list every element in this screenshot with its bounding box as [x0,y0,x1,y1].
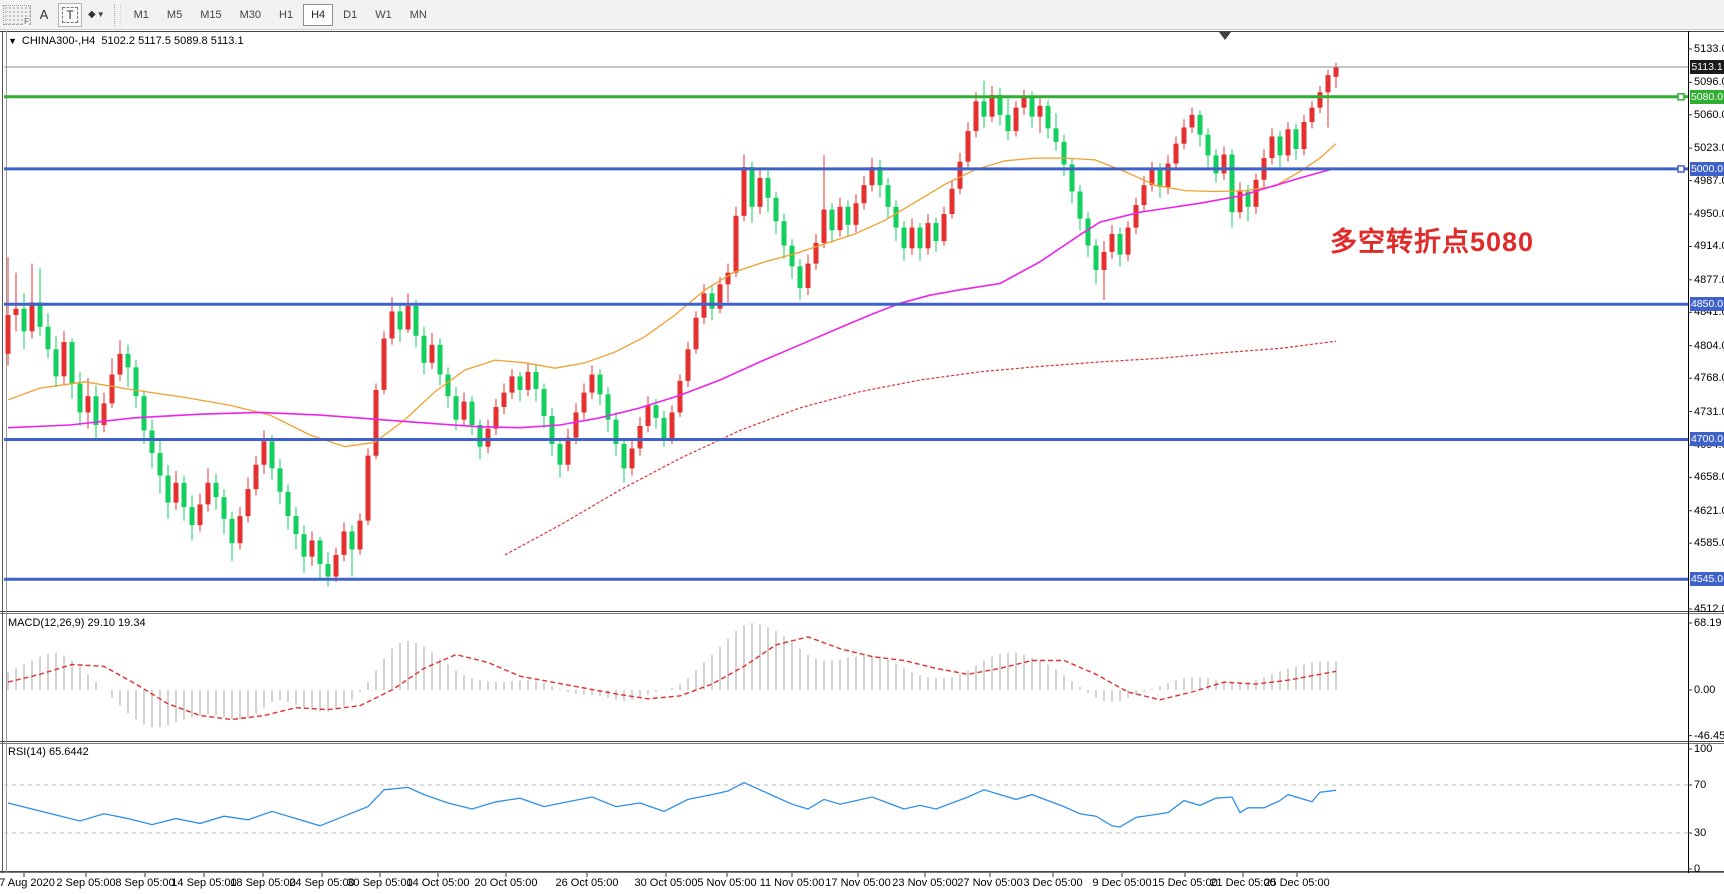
time-tick-label: 9 Dec 05:00 [1092,877,1152,889]
quote-bar: ▼ CHINA300-,H4 5102.2 5117.5 5089.8 5113.… [8,35,244,47]
time-tick-label: 27 Nov 05:00 [957,877,1023,889]
price-tick-label: 4768.0 [1694,372,1724,385]
price-tick-label: 4731.0 [1694,405,1724,418]
chart-canvas[interactable] [0,31,1724,894]
time-tick-label: 21 Dec 05:00 [1210,877,1276,889]
price-tick-label: 4877.0 [1694,273,1724,286]
timeframe-d1-button[interactable]: D1 [335,4,365,26]
time-tick-label: 2 Sep 05:00 [56,877,116,889]
timeframe-m1-button[interactable]: M1 [126,4,157,26]
chevron-down-icon: ▼ [96,10,105,19]
timeframe-w1-button[interactable]: W1 [367,4,400,26]
quote-open: 5102.2 [101,35,136,47]
time-tick-label: 25 Dec 05:00 [1264,877,1330,889]
time-tick-label: 30 Sep 05:00 [347,877,413,889]
price-tick-label: 5133.0 [1694,43,1724,55]
time-tick-label: 17 Nov 05:00 [825,877,891,889]
time-tick-label: 18 Sep 05:00 [230,877,296,889]
symbol-label: CHINA300-,H4 [21,35,96,47]
time-tick-label: 24 Sep 05:00 [289,877,355,889]
time-tick-label: 14 Sep 05:00 [171,877,237,889]
price-tick-label: 4914.0 [1694,240,1724,253]
timeframe-h4-button[interactable]: H4 [303,3,334,26]
timeframe-mn-button[interactable]: MN [402,4,435,26]
chart-annotation-text[interactable]: 多空转折点5080 [1330,227,1535,257]
chart-window[interactable]: ▼ CHINA300-,H4 5102.2 5117.5 5089.8 5113.… [0,31,1724,894]
toolbar: F A T ◆ ▼ M1 M5 M15 M30 H1 H4 D1 W1 MN [0,0,1724,30]
price-badge: 5000.0 [1690,161,1724,176]
grip-f-label: F [24,16,29,26]
symbol-dropdown-icon[interactable]: ▼ [8,36,17,46]
time-tick-label: 20 Oct 05:00 [474,877,538,889]
rsi-tick-label: 30 [1694,827,1707,839]
rsi-tick-label: 0 [1694,863,1701,875]
quote-close: 5113.1 [210,35,244,47]
macd-tick-label: 0.00 [1694,684,1716,696]
price-tick-label: 5023.0 [1694,142,1724,155]
price-tick-label: 4512.0 [1694,603,1724,615]
quote-high: 5117.5 [138,35,171,47]
price-tick-label: 4621.0 [1694,504,1724,517]
time-tick-label: 15 Dec 05:00 [1152,877,1218,889]
rsi-tick-label: 70 [1694,779,1707,791]
macd-indicator-label: MACD(12,26,9) 29.10 19.34 [8,617,146,629]
timeframe-bar: M1 M5 M15 M30 H1 H4 D1 W1 MN [125,3,436,26]
timeframe-m30-button[interactable]: M30 [232,4,269,26]
toolbar-grip-icon[interactable]: F [3,4,31,26]
quote-low: 5089.8 [174,35,208,47]
rsi-tick-label: 100 [1694,743,1713,755]
timeframe-h1-button[interactable]: H1 [271,4,301,26]
price-badge: 5113.1 [1690,59,1724,74]
macd-tick-label: 68.19 [1694,617,1722,629]
text-t-icon: T [62,6,78,23]
price-tick-label: 4987.0 [1694,174,1724,187]
text-box-button[interactable]: T [58,2,82,27]
price-badge: 5080.0 [1690,89,1724,104]
toolbar-separator [113,3,121,26]
time-tick-label: 23 Nov 05:00 [892,877,958,889]
timeframe-m5-button[interactable]: M5 [159,4,190,26]
time-tick-label: 5 Nov 05:00 [697,877,757,889]
price-tick-label: 4950.0 [1694,208,1724,221]
price-tick-label: 5096.0 [1694,76,1724,89]
time-tick-label: 14 Oct 05:00 [406,877,470,889]
time-tick-label: 3 Dec 05:00 [1023,877,1083,889]
time-tick-label: 27 Aug 2020 [0,877,55,889]
time-tick-label: 11 Nov 05:00 [759,877,825,889]
price-badge: 4850.0 [1690,297,1724,312]
annotate-a-button[interactable]: A [32,3,56,27]
time-tick-label: 30 Oct 05:00 [634,877,698,889]
time-tick-label: 26 Oct 05:00 [555,877,619,889]
time-tick-label: 8 Sep 05:00 [115,877,175,889]
letter-a-icon: A [39,7,49,22]
price-tick-label: 4658.0 [1694,471,1724,484]
price-tick-label: 5060.0 [1694,108,1724,121]
macd-tick-label: -46.45 [1694,729,1724,742]
objects-icon: ◆ [88,9,96,20]
price-badge: 4700.0 [1690,432,1724,447]
rsi-indicator-label: RSI(14) 65.6442 [8,746,89,758]
price-tick-label: 4585.0 [1694,537,1724,550]
price-badge: 4545.0 [1690,572,1724,587]
timeframe-m15-button[interactable]: M15 [192,4,229,26]
price-tick-label: 4804.0 [1694,339,1724,352]
objects-button[interactable]: ◆ ▼ [84,3,109,27]
